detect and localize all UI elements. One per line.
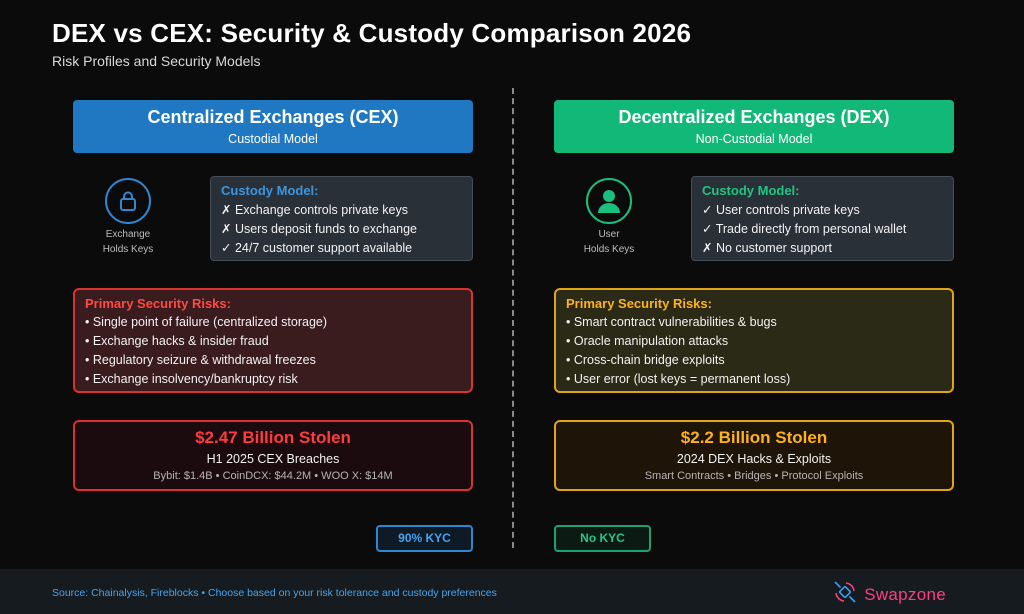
- dex-risk-item: • Oracle manipulation attacks: [566, 334, 729, 348]
- cex-risk-item: • Single point of failure (centralized s…: [85, 315, 328, 329]
- dex-custody-item: ✓ User controls private keys: [702, 203, 860, 217]
- footer: Source: Chainalysis, Fireblocks • Choose…: [0, 569, 1024, 614]
- cex-model: Custodial Model: [228, 132, 318, 146]
- dex-custody-title: Custody Model:: [702, 183, 800, 198]
- dex-custody-box: Custody Model: ✓ User controls private k…: [691, 176, 954, 261]
- dex-key-label: User Holds Keys: [583, 229, 635, 255]
- source-note: Source: Chainalysis, Fireblocks • Choose…: [52, 587, 497, 599]
- dex-risk-title: Primary Security Risks:: [566, 296, 712, 311]
- brand-name: Swapzone: [864, 584, 946, 604]
- cex-risk-item: • Exchange hacks & insider fraud: [85, 334, 269, 348]
- cex-name: Centralized Exchanges (CEX): [147, 107, 399, 127]
- page-subtitle: Risk Profiles and Security Models: [52, 53, 261, 69]
- dex-custody-item: ✗ No customer support: [702, 241, 832, 255]
- brand-logo[interactable]: Swapzone: [832, 579, 946, 610]
- cex-custody-box: Custody Model: ✗ Exchange controls priva…: [210, 176, 473, 261]
- dex-stolen-period: 2024 DEX Hacks & Exploits: [676, 452, 832, 466]
- dex-stolen-box: $2.2 Billion Stolen 2024 DEX Hacks & Exp…: [554, 420, 954, 491]
- dex-risk-item: • Smart contract vulnerabilities & bugs: [566, 315, 777, 329]
- lock-icon: [105, 178, 151, 224]
- cex-stolen-amount: $2.47 Billion Stolen: [195, 428, 351, 447]
- cex-risk-item: • Regulatory seizure & withdrawal freeze…: [85, 353, 316, 367]
- user-icon: [586, 178, 632, 224]
- dex-banner: Decentralized Exchanges (DEX) Non-Custod…: [554, 100, 954, 153]
- cex-custody-row: Exchange Holds Keys Custody Model: ✗ Exc…: [73, 176, 473, 264]
- dex-column: Decentralized Exchanges (DEX) Non-Custod…: [554, 100, 954, 491]
- dex-name: Decentralized Exchanges (DEX): [618, 107, 890, 127]
- dex-model: Non-Custodial Model: [695, 132, 813, 146]
- dex-stolen-amount: $2.2 Billion Stolen: [680, 428, 828, 447]
- cex-key-label: Exchange Holds Keys: [102, 229, 154, 255]
- center-divider: [512, 88, 514, 548]
- cex-stolen-period: H1 2025 CEX Breaches: [206, 452, 340, 466]
- dex-risk-item: • User error (lost keys = permanent loss…: [566, 372, 791, 386]
- cex-column: Centralized Exchanges (CEX) Custodial Mo…: [73, 100, 473, 491]
- cex-stolen-detail: Bybit: $1.4B • CoinDCX: $44.2M • WOO X: …: [153, 470, 393, 482]
- cex-custody-item: ✗ Exchange controls private keys: [221, 203, 408, 217]
- dex-stolen-detail: Smart Contracts • Bridges • Protocol Exp…: [644, 470, 864, 482]
- dex-risk-item: • Cross-chain bridge exploits: [566, 353, 725, 367]
- dex-custody-row: User Holds Keys Custody Model: ✓ User co…: [554, 176, 954, 264]
- cex-banner: Centralized Exchanges (CEX) Custodial Mo…: [73, 100, 473, 153]
- cex-risk-title: Primary Security Risks:: [85, 296, 231, 311]
- cex-custody-title: Custody Model:: [221, 183, 319, 198]
- page-title: DEX vs CEX: Security & Custody Compariso…: [52, 18, 692, 48]
- dex-risk-box: Primary Security Risks: • Smart contract…: [554, 288, 954, 393]
- satellite-icon: [832, 579, 858, 610]
- cex-stolen-box: $2.47 Billion Stolen H1 2025 CEX Breache…: [73, 420, 473, 491]
- dex-custody-item: ✓ Trade directly from personal wallet: [702, 222, 907, 236]
- cex-custody-item: ✗ Users deposit funds to exchange: [221, 222, 418, 236]
- cex-kyc-badge: 90% KYC: [376, 525, 473, 552]
- cex-custody-item: ✓ 24/7 customer support available: [221, 241, 413, 255]
- cex-risk-item: • Exchange insolvency/bankruptcy risk: [85, 372, 298, 386]
- dex-kyc-badge: No KYC: [554, 525, 651, 552]
- header: DEX vs CEX: Security & Custody Compariso…: [52, 18, 691, 69]
- cex-risk-box: Primary Security Risks: • Single point o…: [73, 288, 473, 393]
